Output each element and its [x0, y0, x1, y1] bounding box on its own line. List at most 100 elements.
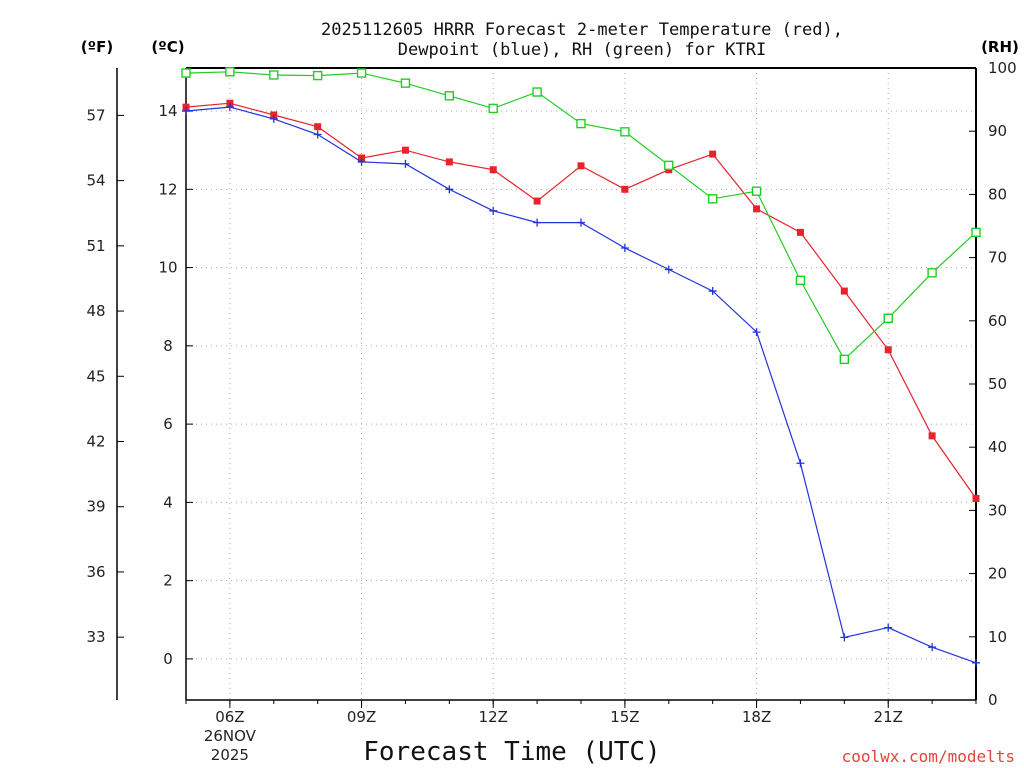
rh-point — [751, 186, 762, 196]
rh-tick-label: 90 — [988, 122, 1007, 140]
fahrenheit-tick-label: 36 — [86, 563, 105, 581]
dewpoint-point — [313, 130, 322, 139]
rh-point — [269, 70, 279, 80]
dewpoint-point — [708, 287, 717, 296]
temperature-point — [314, 123, 322, 131]
rh-tick-label: 40 — [988, 438, 1007, 456]
axes — [116, 67, 977, 701]
temperature-point — [928, 432, 936, 440]
rh-tick-label: 70 — [988, 249, 1007, 267]
dewpoint-point — [752, 328, 761, 337]
temperature-point — [577, 162, 585, 170]
source-credit: coolwx.com/modelts — [842, 747, 1015, 766]
x-tick-label: 09Z — [347, 708, 376, 726]
rh-point — [356, 68, 367, 78]
x-tick-label: 12Z — [479, 708, 508, 726]
chart-title-line-1: 2025112605 HRRR Forecast 2-meter Tempera… — [321, 20, 843, 40]
dewpoint-point — [577, 218, 585, 227]
dewpoint-point — [489, 206, 498, 215]
fahrenheit-tick-label: 48 — [86, 302, 105, 320]
celsius-unit-label: (ºC) — [151, 38, 184, 56]
temperature-point — [709, 150, 717, 158]
fahrenheit-tick-label: 54 — [86, 172, 105, 190]
rh-tick-label: 30 — [988, 501, 1007, 519]
rh-point — [839, 354, 850, 365]
dewpoint-point — [401, 159, 410, 168]
celsius-tick-label: 2 — [163, 572, 173, 590]
rh-point — [444, 91, 455, 101]
rh-point — [312, 70, 323, 81]
temperature-point — [489, 166, 497, 174]
rh-point — [883, 313, 893, 323]
tick-marks-and-labels: 0 2 4 6 8 10 12 14 33 36 39 42 45 48 51 54 57 0 10 20 30 40 50… — [86, 59, 1016, 764]
dewpoint-point — [357, 157, 366, 166]
rh-point — [620, 127, 630, 137]
rh-point — [400, 78, 411, 88]
rh-point — [971, 227, 981, 238]
x-tick-date-label: 26NOV — [204, 727, 257, 745]
temperature-point — [884, 346, 892, 354]
rh-line — [185, 71, 977, 361]
x-tick-label: 18Z — [742, 708, 771, 726]
celsius-tick-label: 8 — [163, 337, 173, 355]
temperature-point — [796, 228, 804, 236]
rh-point — [664, 160, 674, 171]
fahrenheit-tick-label: 33 — [86, 628, 105, 646]
rh-tick-label: 100 — [988, 59, 1017, 77]
x-tick-label: 21Z — [874, 708, 903, 726]
temperature-point — [445, 158, 453, 166]
data-series — [181, 67, 981, 667]
celsius-tick-label: 12 — [158, 180, 177, 198]
fahrenheit-unit-label: (ºF) — [81, 38, 113, 56]
rh-point — [576, 118, 586, 129]
dewpoint-point — [182, 107, 190, 116]
celsius-tick-label: 0 — [163, 650, 173, 668]
rh-point — [795, 275, 806, 286]
rh-tick-label: 0 — [988, 691, 998, 709]
dewpoint-point — [840, 633, 849, 642]
rh-tick-label: 80 — [988, 185, 1007, 203]
temperature-point — [972, 494, 980, 502]
x-tick-label: 15Z — [610, 708, 639, 726]
temperature-point — [840, 287, 848, 295]
x-axis-label: Forecast Time (UTC) — [363, 737, 660, 767]
rh-point — [488, 103, 498, 114]
fahrenheit-tick-label: 57 — [86, 106, 105, 124]
dewpoint-point — [445, 185, 454, 194]
dewpoint-point — [664, 265, 673, 274]
rh-tick-label: 50 — [988, 375, 1007, 393]
dewpoint-point — [269, 114, 278, 123]
temperature-point — [401, 146, 409, 154]
celsius-tick-label: 4 — [163, 493, 173, 511]
celsius-tick-label: 6 — [163, 415, 173, 433]
grid-lines — [186, 68, 976, 700]
temperature-point — [753, 205, 761, 213]
rh-point — [927, 268, 937, 278]
chart-title-line-2: Dewpoint (blue), RH (green) for KTRI — [398, 40, 766, 60]
fahrenheit-tick-label: 45 — [86, 367, 105, 385]
temperature-point — [533, 197, 541, 205]
rh-tick-label: 60 — [988, 312, 1007, 330]
rh-unit-label: (RH) — [981, 38, 1019, 56]
fahrenheit-tick-label: 42 — [86, 433, 105, 451]
fahrenheit-tick-label: 51 — [86, 237, 105, 255]
rh-point — [181, 68, 191, 78]
dewpoint-point — [884, 623, 893, 632]
dewpoint-point — [620, 244, 629, 253]
rh-point — [532, 87, 542, 97]
x-tick-label: 06Z — [215, 708, 244, 726]
dewpoint-point — [928, 643, 937, 652]
dewpoint-line — [185, 106, 977, 664]
rh-tick-label: 20 — [988, 565, 1007, 583]
temperature-point — [621, 185, 629, 193]
rh-tick-label: 10 — [988, 628, 1007, 646]
celsius-tick-label: 14 — [158, 102, 177, 120]
dewpoint-point — [972, 658, 980, 667]
dewpoint-point — [796, 459, 805, 468]
fahrenheit-tick-label: 39 — [86, 498, 105, 516]
x-tick-year-label: 2025 — [211, 746, 249, 764]
dewpoint-point — [225, 103, 234, 112]
celsius-tick-label: 10 — [158, 259, 177, 277]
dewpoint-point — [533, 218, 542, 227]
